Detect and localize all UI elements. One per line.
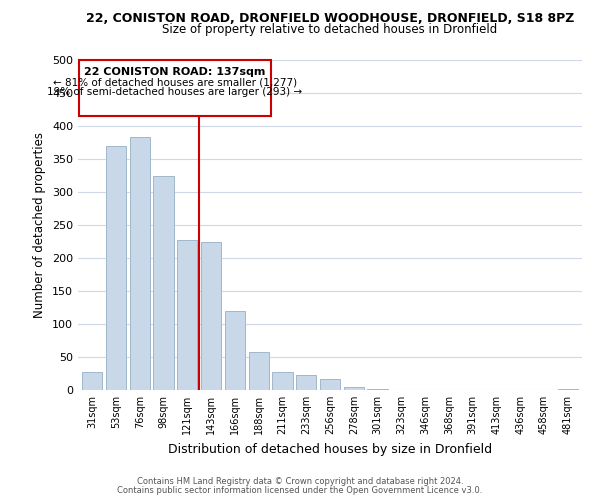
Bar [201, 242, 221, 390]
Bar [177, 240, 197, 390]
Text: Contains HM Land Registry data © Crown copyright and database right 2024.: Contains HM Land Registry data © Crown c… [137, 477, 463, 486]
Bar [320, 380, 340, 390]
Bar [82, 372, 103, 390]
Bar [248, 352, 269, 390]
Text: 22, CONISTON ROAD, DRONFIELD WOODHOUSE, DRONFIELD, S18 8PZ: 22, CONISTON ROAD, DRONFIELD WOODHOUSE, … [86, 12, 574, 26]
Text: 19% of semi-detached houses are larger (293) →: 19% of semi-detached houses are larger (… [47, 87, 302, 97]
Bar [106, 146, 126, 390]
Bar [225, 311, 245, 390]
Text: Size of property relative to detached houses in Dronfield: Size of property relative to detached ho… [163, 22, 497, 36]
Text: ← 81% of detached houses are smaller (1,277): ← 81% of detached houses are smaller (1,… [53, 77, 297, 87]
Text: 22 CONISTON ROAD: 137sqm: 22 CONISTON ROAD: 137sqm [84, 66, 266, 76]
Text: Contains public sector information licensed under the Open Government Licence v3: Contains public sector information licen… [118, 486, 482, 495]
Bar [344, 386, 364, 390]
X-axis label: Distribution of detached houses by size in Dronfield: Distribution of detached houses by size … [168, 442, 492, 456]
Bar [154, 176, 173, 390]
Bar [130, 137, 150, 390]
Bar [557, 388, 578, 390]
Bar [272, 372, 293, 390]
FancyBboxPatch shape [79, 60, 271, 116]
Y-axis label: Number of detached properties: Number of detached properties [34, 132, 46, 318]
Bar [296, 376, 316, 390]
